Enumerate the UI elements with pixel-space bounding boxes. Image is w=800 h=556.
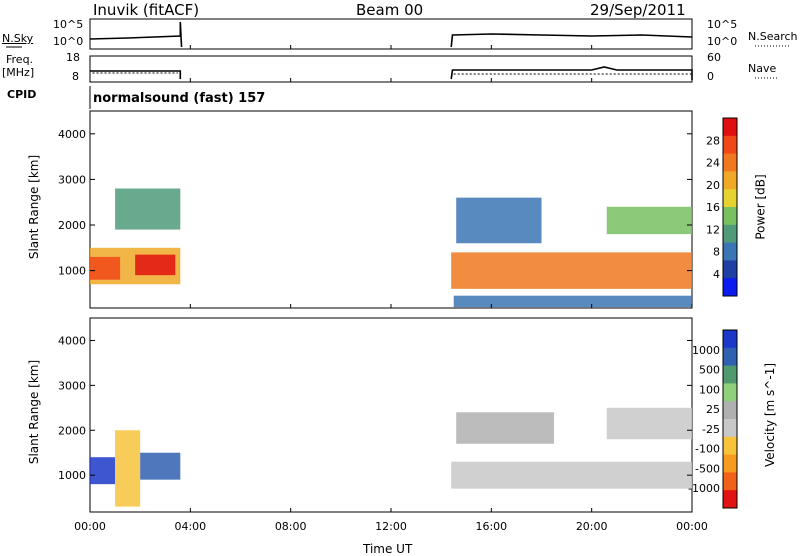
power-colorbar-tick-6: 4 xyxy=(713,268,720,281)
power-ytick-label-1: 2000 xyxy=(58,219,86,232)
nsky-trace-0 xyxy=(89,21,183,48)
velocity-ytick-label-0: 1000 xyxy=(58,469,86,482)
velocity-colorbar-tick-4: -25 xyxy=(702,423,720,436)
power-colorbar-tick-3: 16 xyxy=(706,201,720,214)
power-block-5 xyxy=(456,197,542,244)
time-axis-label: Time UT xyxy=(363,542,413,556)
velocity-colorbar-swatch-7 xyxy=(723,454,737,473)
xtick-label-4: 16:00 xyxy=(475,520,507,533)
power-colorbar-swatch-4 xyxy=(723,189,737,208)
velocity-colorbar-swatch-3 xyxy=(723,383,737,402)
velocity-colorbar-tick-7: -1000 xyxy=(688,482,720,495)
freq-trace-0 xyxy=(90,70,182,79)
power-colorbar-tick-0: 28 xyxy=(706,134,720,147)
power-colorbar-tick-4: 12 xyxy=(706,223,720,236)
nsky-tick-top: 10^5 xyxy=(53,18,84,31)
power-colorbar-swatch-0 xyxy=(723,118,737,137)
velocity-colorbar-tick-5: -100 xyxy=(695,443,720,456)
velocity-colorbar-tick-1: 500 xyxy=(699,364,720,377)
power-block-7 xyxy=(453,295,692,308)
velocity-colorbar-swatch-2 xyxy=(723,365,737,384)
cpid-label: CPID xyxy=(7,88,37,101)
velocity-colorbar-swatch-0 xyxy=(723,330,737,349)
velocity-colorbar-tick-2: 100 xyxy=(699,383,720,396)
cpid-text: normalsound (fast) 157 xyxy=(93,91,266,106)
power-colorbar-swatch-5 xyxy=(723,207,737,226)
velocity-block-2 xyxy=(140,452,181,480)
power-colorbar-swatch-3 xyxy=(723,171,737,190)
power-block-3 xyxy=(115,188,181,230)
nsky-trace-1 xyxy=(450,33,693,48)
nsky-label: N.Sky xyxy=(2,32,34,45)
velocity-colorbar-swatch-6 xyxy=(723,436,737,456)
nsearch-label: N.Search xyxy=(748,30,798,43)
nsearch-tick-top: 10^5 xyxy=(707,18,738,31)
velocity-colorbar-swatch-1 xyxy=(723,347,737,367)
velocity-block-5 xyxy=(606,407,692,440)
freq-label-line2: [MHz] xyxy=(2,66,35,79)
velocity-colorbar-frame xyxy=(722,329,738,509)
power-block-4 xyxy=(451,252,692,289)
velocity-block-3 xyxy=(451,461,692,489)
power-block-2 xyxy=(135,254,176,276)
xtick-label-2: 08:00 xyxy=(275,520,307,533)
power-colorbar-tick-5: 8 xyxy=(713,246,720,259)
velocity-colorbar-swatch-8 xyxy=(723,472,737,491)
power-block-6 xyxy=(606,206,692,235)
nsearch-tick-bottom: 10^0 xyxy=(707,35,738,48)
beam-title: Beam 00 xyxy=(356,1,424,19)
velocity-colorbar-swatch-5 xyxy=(723,419,737,438)
velocity-colorbar-swatch-4 xyxy=(723,401,737,420)
date-title: 29/Sep/2011 xyxy=(590,1,686,19)
power-ytick-label-2: 3000 xyxy=(58,173,86,186)
power-colorbar-swatch-2 xyxy=(723,153,737,172)
nave-tick-bottom: 0 xyxy=(707,70,714,83)
velocity-colorbar-tick-6: -500 xyxy=(695,462,720,475)
nave-label: Nave xyxy=(748,62,777,75)
nave-tick-top: 60 xyxy=(707,51,721,64)
power-ytick-label-0: 1000 xyxy=(58,265,86,278)
xtick-label-1: 04:00 xyxy=(174,520,206,533)
freq-tick-top: 18 xyxy=(66,51,80,64)
power-colorbar-tick-2: 20 xyxy=(706,179,720,192)
xtick-label-0: 00:00 xyxy=(74,520,106,533)
power-colorbar-swatch-9 xyxy=(723,278,737,297)
velocity-block-4 xyxy=(456,412,555,444)
xtick-label-3: 12:00 xyxy=(375,520,407,533)
power-colorbar-swatch-8 xyxy=(723,260,737,279)
power-block-1 xyxy=(90,256,121,280)
velocity-colorbar-tick-0: 1000 xyxy=(692,344,720,357)
freq-label-line1: Freq. xyxy=(6,53,34,66)
velocity-ytick-label-1: 2000 xyxy=(58,424,86,437)
power-colorbar-swatch-7 xyxy=(723,242,737,261)
velocity-block-0 xyxy=(90,457,116,485)
velocity-block-1 xyxy=(115,430,141,507)
xtick-label-6: 00:00 xyxy=(676,520,708,533)
power-ytick-label-3: 4000 xyxy=(58,128,86,141)
xtick-label-5: 20:00 xyxy=(576,520,608,533)
freq-tick-bottom: 8 xyxy=(72,70,79,83)
power-colorbar-frame xyxy=(722,117,738,297)
nsky-tick-bottom: 10^0 xyxy=(53,35,84,48)
freq-trace-1 xyxy=(450,66,693,80)
velocity-ytick-label-3: 4000 xyxy=(58,334,86,347)
power-colorbar-swatch-6 xyxy=(723,224,737,244)
power-colorbar-tick-1: 24 xyxy=(706,157,720,170)
power-colorbar-swatch-1 xyxy=(723,135,737,155)
velocity-colorbar-swatch-9 xyxy=(723,490,737,509)
velocity-colorbar-tick-3: 25 xyxy=(706,403,720,416)
station-title: Inuvik (fitACF) xyxy=(93,1,200,19)
velocity-ytick-label-2: 3000 xyxy=(58,379,86,392)
